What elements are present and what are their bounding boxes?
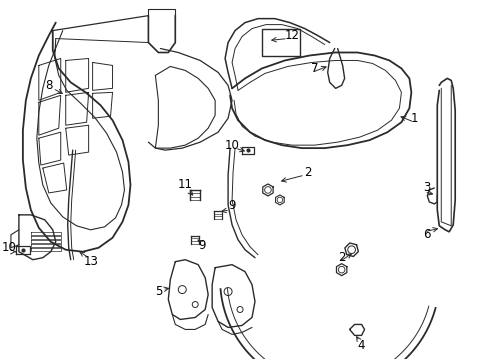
Text: 13: 13 [83, 255, 98, 268]
Text: 6: 6 [423, 228, 430, 241]
Text: 10: 10 [224, 139, 239, 152]
Text: 7: 7 [310, 62, 318, 75]
Text: 4: 4 [357, 339, 365, 352]
Text: 12: 12 [284, 29, 299, 42]
Text: 2: 2 [304, 166, 311, 179]
Text: 2: 2 [337, 251, 345, 264]
Text: 1: 1 [410, 112, 417, 125]
Bar [262, 28, 299, 57]
Text: 3: 3 [423, 181, 430, 194]
Text: 8: 8 [45, 79, 52, 92]
Text: 11: 11 [178, 179, 192, 192]
Text: 10: 10 [1, 241, 16, 254]
Text: 9: 9 [228, 199, 235, 212]
Text: 5: 5 [154, 285, 162, 298]
Text: 9: 9 [198, 239, 205, 252]
